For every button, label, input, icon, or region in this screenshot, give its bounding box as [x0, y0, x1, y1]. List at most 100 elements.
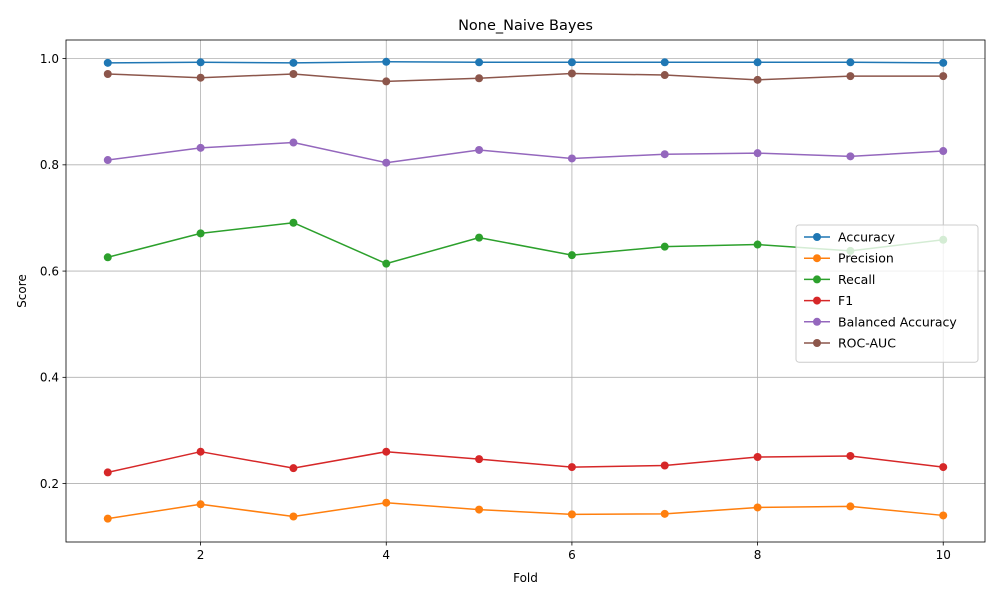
data-point-precision: [196, 500, 205, 509]
data-point-recall: [382, 259, 391, 268]
data-point-accuracy: [196, 58, 205, 67]
data-point-balanced-accuracy: [846, 152, 855, 161]
data-point-balanced-accuracy: [753, 149, 762, 158]
data-point-f1: [103, 468, 112, 477]
x-tick-label: 10: [936, 548, 951, 562]
series-line-accuracy: [107, 61, 944, 64]
series-layer: [103, 57, 948, 523]
x-tick-label: 4: [382, 548, 390, 562]
legend-label: Precision: [838, 251, 894, 266]
legend-item-roc-auc: ROC-AUC: [804, 336, 896, 351]
series-line-roc-auc: [107, 72, 944, 83]
legend-item-balanced-accuracy: Balanced Accuracy: [804, 314, 957, 329]
series-line-precision: [107, 501, 944, 520]
data-point-precision: [475, 505, 484, 514]
y-tick-label: 0.4: [40, 371, 59, 385]
data-point-roc-auc: [567, 69, 576, 78]
data-point-roc-auc: [846, 72, 855, 81]
series-line-f1: [107, 450, 944, 474]
series-balanced-accuracy: [103, 138, 948, 167]
data-point-accuracy: [846, 58, 855, 67]
legend-item-accuracy: Accuracy: [804, 230, 896, 245]
legend-box: [795, 224, 979, 363]
data-point-recall: [196, 229, 205, 238]
series-f1: [103, 447, 948, 477]
data-point-f1: [475, 455, 484, 464]
y-tick-label: 0.8: [40, 158, 59, 172]
data-point-accuracy: [753, 58, 762, 67]
data-point-f1: [382, 447, 391, 456]
chart-title: None_Naive Bayes: [458, 18, 593, 34]
data-point-balanced-accuracy: [475, 145, 484, 154]
data-point-f1: [660, 461, 669, 470]
data-point-recall: [103, 253, 112, 262]
data-point-roc-auc: [939, 72, 948, 81]
data-point-accuracy: [289, 58, 298, 67]
data-point-f1: [567, 463, 576, 472]
y-tick-label: 1.0: [40, 52, 59, 66]
data-point-precision: [939, 511, 948, 520]
data-point-roc-auc: [103, 69, 112, 78]
series-line-balanced-accuracy: [107, 141, 944, 164]
grid-lines: [66, 40, 985, 542]
data-point-roc-auc: [660, 71, 669, 80]
data-point-recall: [753, 240, 762, 249]
data-point-balanced-accuracy: [382, 158, 391, 167]
data-point-balanced-accuracy: [103, 156, 112, 165]
data-point-roc-auc: [753, 75, 762, 84]
data-point-precision: [660, 509, 669, 518]
data-point-precision: [753, 503, 762, 512]
data-point-accuracy: [939, 58, 948, 67]
data-point-f1: [196, 447, 205, 456]
data-point-accuracy: [103, 58, 112, 67]
data-point-precision: [289, 512, 298, 521]
data-point-f1: [753, 453, 762, 462]
y-axis-label: Score: [15, 274, 29, 308]
data-point-precision: [103, 514, 112, 523]
data-point-balanced-accuracy: [196, 143, 205, 152]
x-tick-label: 2: [197, 548, 205, 562]
legend-label: ROC-AUC: [838, 336, 896, 351]
legend-label: F1: [838, 293, 853, 308]
x-axis-ticks: 2 4 6 8 10: [197, 542, 951, 562]
y-axis-ticks: 0.2 0.4 0.6 0.8 1.0: [40, 52, 66, 491]
data-point-roc-auc: [196, 73, 205, 82]
data-point-recall: [475, 233, 484, 242]
x-tick-label: 6: [568, 548, 576, 562]
legend-marker: [813, 339, 821, 347]
legend-marker: [813, 233, 821, 241]
legend-label: Accuracy: [838, 230, 896, 245]
data-point-precision: [846, 502, 855, 511]
data-point-balanced-accuracy: [660, 150, 669, 159]
data-point-balanced-accuracy: [289, 138, 298, 147]
legend-marker: [813, 317, 821, 326]
series-roc-auc: [103, 69, 948, 86]
data-point-recall: [567, 251, 576, 260]
legend-label: Recall: [838, 272, 875, 287]
legend-marker: [813, 275, 821, 284]
data-point-f1: [939, 463, 948, 472]
data-point-roc-auc: [382, 77, 391, 86]
x-axis-label: Fold: [513, 571, 538, 585]
legend-item-recall: Recall: [804, 272, 875, 287]
plot-frame: [65, 39, 986, 543]
series-accuracy: [103, 57, 948, 67]
series-precision: [103, 498, 948, 523]
data-point-accuracy: [660, 58, 669, 67]
data-point-roc-auc: [475, 74, 484, 83]
data-point-accuracy: [475, 58, 484, 67]
legend-marker: [813, 254, 821, 263]
data-point-recall: [660, 242, 669, 251]
data-point-f1: [846, 451, 855, 460]
data-point-accuracy: [567, 58, 576, 67]
legend-item-precision: Precision: [804, 251, 894, 266]
data-point-recall: [289, 218, 298, 227]
data-point-balanced-accuracy: [939, 147, 948, 156]
legend-item-f1: F1: [804, 293, 853, 308]
x-tick-label: 8: [754, 548, 762, 562]
data-point-precision: [567, 510, 576, 519]
data-point-accuracy: [382, 57, 391, 66]
legend-label: Balanced Accuracy: [838, 314, 957, 329]
data-point-f1: [289, 464, 298, 473]
